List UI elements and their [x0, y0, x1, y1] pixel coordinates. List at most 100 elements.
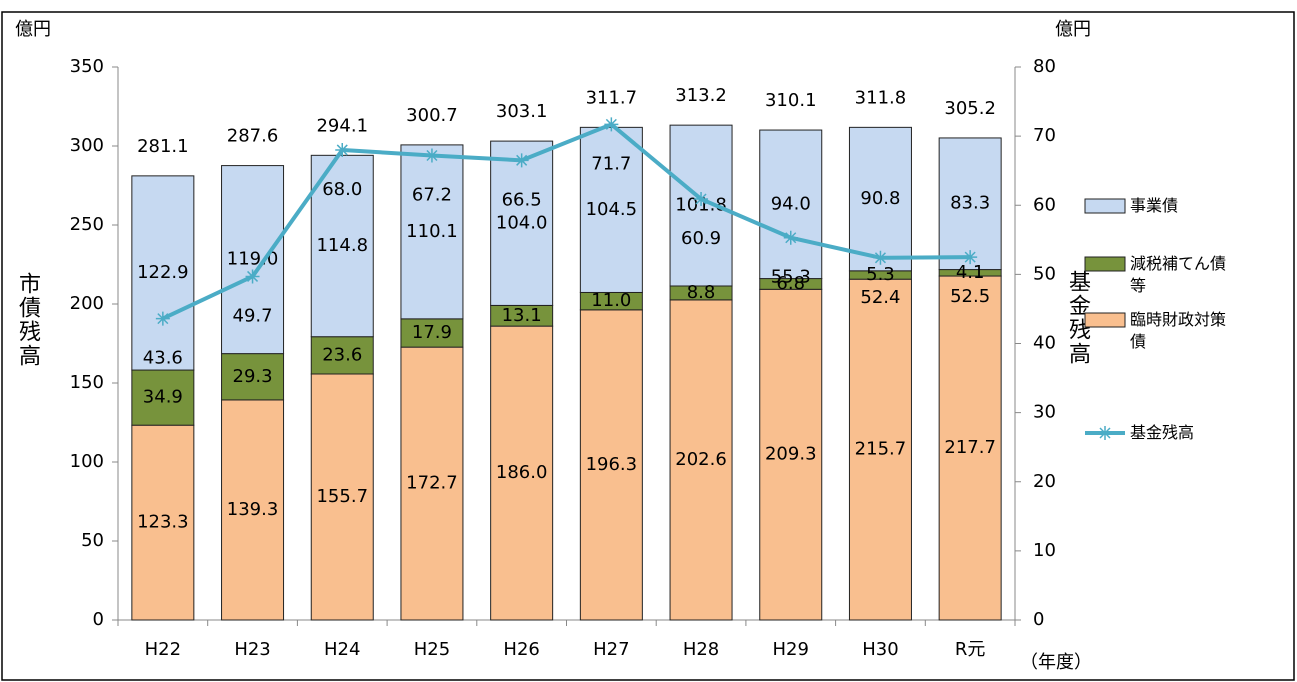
bar-segment	[221, 165, 285, 355]
bar-value-label: 139.3	[227, 499, 279, 520]
x-tick-label: H30	[862, 639, 898, 660]
x-tick-label: H22	[145, 639, 181, 660]
bar-value-label: 5.3	[866, 264, 895, 285]
bar-value-label: 34.9	[143, 387, 183, 408]
bar-value-label: 209.3	[765, 444, 817, 465]
bar-segment	[400, 144, 464, 320]
bar-value-label: 119.0	[227, 249, 279, 270]
legend-swatch	[1084, 312, 1126, 328]
line-value-label: 43.6	[143, 348, 183, 369]
bar-value-label: 6.8	[776, 273, 805, 294]
bar-value-label: 94.0	[771, 193, 811, 214]
line-marker	[514, 153, 529, 168]
y-tick-label: 0	[93, 609, 104, 630]
bar-value-label: 8.8	[687, 282, 716, 303]
line-value-label: 55.3	[771, 267, 811, 288]
y2-tick-label: 40	[1033, 333, 1056, 354]
y2-tick-label: 10	[1033, 540, 1056, 561]
total-label: 303.1	[496, 101, 548, 122]
line-value-label: 66.5	[502, 189, 542, 210]
bar-segment	[579, 126, 643, 293]
x-tick-label: H25	[414, 639, 450, 660]
bar-value-label: 123.3	[137, 512, 189, 533]
total-label: 311.8	[855, 87, 907, 108]
bar-value-label: 122.9	[137, 262, 189, 283]
y-tick-label: 50	[81, 530, 104, 551]
y-tick-label: 200	[70, 293, 104, 314]
total-label: 311.7	[586, 87, 638, 108]
x-tick-label: H23	[234, 639, 270, 660]
bar-segment	[400, 318, 464, 348]
line-marker	[783, 230, 798, 245]
y2-tick-label: 30	[1033, 402, 1056, 423]
bar-value-label: 202.6	[675, 449, 727, 470]
y-tick-label: 100	[70, 451, 104, 472]
bar-value-label: 4.1	[956, 262, 985, 283]
bar-value-label: 104.5	[586, 199, 638, 220]
bar-value-label: 83.3	[950, 193, 990, 214]
y-tick-label: 350	[70, 56, 104, 77]
line-marker	[424, 148, 439, 163]
bar-value-label: 29.3	[233, 366, 273, 387]
total-label: 281.1	[137, 136, 189, 157]
y2-tick-label: 0	[1033, 609, 1044, 630]
bar-value-label: 110.1	[406, 221, 458, 242]
legend-label: 基金残高	[1130, 423, 1195, 442]
line-value-label: 52.5	[950, 286, 990, 307]
line	[161, 122, 971, 321]
legend-swatch	[1084, 256, 1126, 272]
bar-segment	[400, 346, 464, 621]
total-label: 294.1	[316, 115, 368, 136]
legend-label: 事業債	[1130, 196, 1179, 215]
y-tick-label: 300	[70, 135, 104, 156]
bar-segment	[759, 129, 823, 280]
y2-tick-label: 50	[1033, 263, 1056, 284]
line-value-label: 52.4	[860, 287, 900, 308]
x-tick-label: R元	[955, 639, 986, 660]
bar-segment	[848, 278, 912, 621]
bar-segment	[490, 325, 554, 621]
line-value-label: 60.9	[681, 228, 721, 249]
bar-segment	[759, 288, 823, 621]
x-tick-label: H28	[683, 639, 719, 660]
total-label: 310.1	[765, 90, 817, 111]
x-tick-label: H26	[503, 639, 539, 660]
line-marker	[335, 142, 350, 157]
bar-value-label: 215.7	[855, 439, 907, 460]
y2-tick-label: 70	[1033, 125, 1056, 146]
line-value-label: 67.2	[412, 184, 452, 205]
bar-segment	[310, 154, 374, 338]
legend-label: 減税補てん債等	[1130, 254, 1227, 295]
line-marker	[155, 311, 170, 326]
legend-marker	[1098, 426, 1112, 440]
frame	[1, 11, 1295, 681]
bar-segment	[221, 399, 285, 621]
y-tick-label: 150	[70, 372, 104, 393]
legend-label: 臨時財政対策債	[1130, 310, 1227, 351]
y-unit-right: 億円	[1055, 19, 1091, 40]
bar-value-label: 11.0	[591, 290, 631, 311]
y-tick-label: 250	[70, 214, 104, 235]
x-tick-label: H27	[593, 639, 629, 660]
bar-segment	[490, 140, 554, 306]
x-tick-label: H29	[773, 639, 809, 660]
line-marker	[963, 250, 978, 265]
bar-value-label: 196.3	[586, 454, 638, 475]
line-marker	[694, 192, 709, 207]
bar-value-label: 114.8	[316, 235, 368, 256]
total-label: 305.2	[944, 98, 996, 119]
y2-tick-label: 60	[1033, 194, 1056, 215]
bar-segment	[131, 175, 195, 371]
y2-tick-label: 80	[1033, 56, 1056, 77]
line-marker	[604, 117, 619, 132]
x-unit: （年度）	[1020, 652, 1092, 673]
bar-segment	[938, 137, 1002, 271]
bar-value-label: 155.7	[316, 486, 368, 507]
y2-tick-label: 20	[1033, 471, 1056, 492]
bar-value-label: 186.0	[496, 462, 548, 483]
bar-segment	[221, 353, 285, 401]
bar-value-label: 217.7	[944, 437, 996, 458]
bar-segment	[310, 336, 374, 375]
